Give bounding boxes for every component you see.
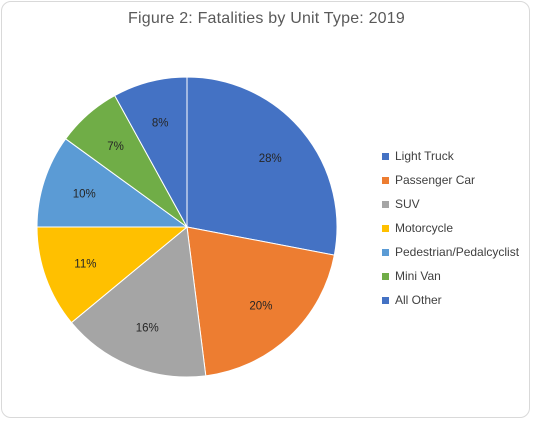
data-label-motorcycle: 11% bbox=[74, 259, 96, 271]
legend-swatch-passenger-car bbox=[382, 176, 389, 184]
data-label-light-truck: 28% bbox=[259, 153, 282, 165]
pie-slice-passenger-car bbox=[186, 226, 335, 377]
legend-swatch-suv bbox=[382, 200, 389, 208]
pie-slice-all-other bbox=[114, 76, 188, 228]
legend-entry-all-other: All Other bbox=[382, 288, 519, 312]
legend-entry-mini-van: Mini Van bbox=[382, 264, 519, 288]
pie-slice-light-truck bbox=[186, 76, 338, 256]
legend-swatch-mini-van bbox=[382, 272, 389, 280]
legend-label-pedestrian-pedalcyclist: Pedestrian/Pedalcyclist bbox=[395, 245, 520, 259]
legend-entry-passenger-car: Passenger Car bbox=[382, 168, 519, 192]
data-label-all-other: 8% bbox=[152, 117, 169, 129]
chart-legend: Light Truck Passenger Car SUV Motorcycle… bbox=[382, 144, 519, 312]
legend-entry-motorcycle: Motorcycle bbox=[382, 216, 519, 240]
legend-label-light-truck: Light Truck bbox=[395, 149, 454, 163]
legend-swatch-motorcycle bbox=[382, 224, 389, 232]
data-label-suv: 16% bbox=[136, 322, 159, 334]
legend-swatch-pedestrian-pedalcyclist bbox=[382, 248, 389, 256]
chart-title: Figure 2: Fatalities by Unit Type: 2019 bbox=[128, 10, 405, 27]
pie-slice-suv bbox=[70, 226, 207, 378]
pie-slice-motorcycle bbox=[36, 226, 189, 324]
legend-entry-light-truck: Light Truck bbox=[382, 144, 519, 168]
legend-label-mini-van: Mini Van bbox=[395, 269, 441, 283]
legend-label-suv: SUV bbox=[395, 197, 420, 211]
data-label-passenger-car: 20% bbox=[249, 301, 272, 313]
pie-slice-pedestrian-pedalcyclist bbox=[36, 138, 189, 228]
legend-entry-pedestrian-pedalcyclist: Pedestrian/Pedalcyclist bbox=[382, 240, 519, 264]
data-label-pedestrian-pedalcyclist: 10% bbox=[73, 189, 96, 201]
legend-label-motorcycle: Motorcycle bbox=[395, 221, 454, 235]
legend-label-all-other: All Other bbox=[395, 293, 442, 307]
legend-label-passenger-car: Passenger Car bbox=[395, 173, 476, 187]
legend-swatch-all-other bbox=[382, 296, 389, 304]
legend-swatch-light-truck bbox=[382, 152, 389, 160]
data-label-mini-van: 7% bbox=[107, 141, 124, 153]
legend-entry-suv: SUV bbox=[382, 192, 519, 216]
